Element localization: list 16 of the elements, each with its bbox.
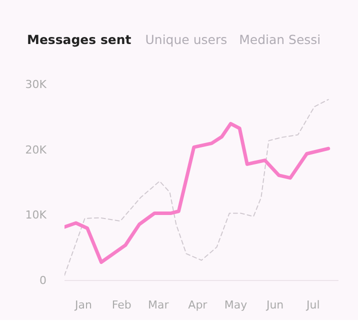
line-series [64,99,329,276]
chart-title: Messages sent [27,32,132,47]
y-tick-label: 10K [25,208,48,222]
line-series [64,122,330,264]
x-tick-label: Feb [112,298,132,312]
x-tick-label: Jan [74,298,92,312]
x-tick-label: Jul [305,298,320,312]
y-tick-label: 20K [25,143,48,156]
x-tick-label: Apr [188,298,208,312]
x-tick-label: May [224,298,248,312]
x-tick-label: Jun [265,298,284,312]
text: Median Sessi [239,32,321,47]
y-tick-label: 0 [40,274,46,287]
x-tick-label: Mar [148,298,170,312]
y-tick-label: 30K [25,78,48,91]
text: Unique users [145,32,228,47]
